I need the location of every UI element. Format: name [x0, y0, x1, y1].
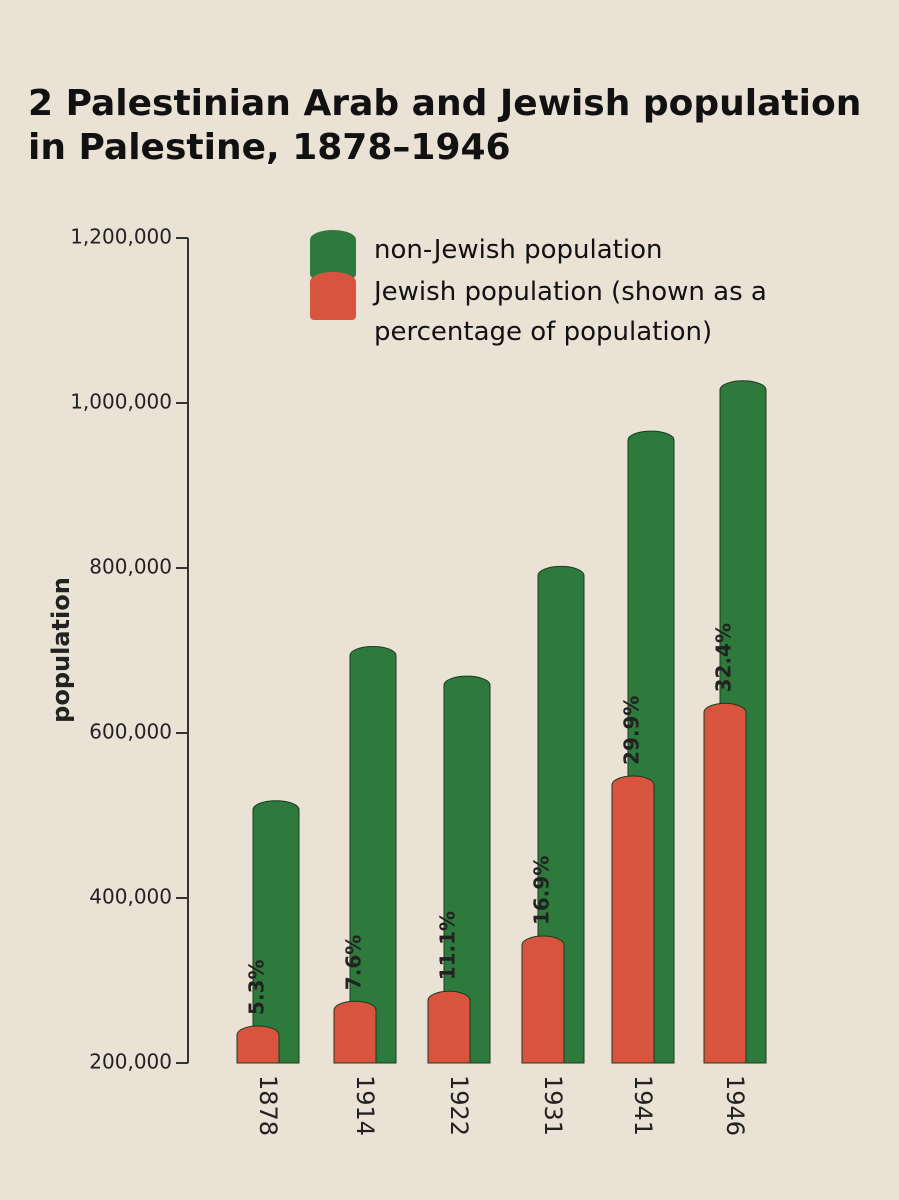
- chart-title: 2 Palestinian Arab and Jewish population…: [28, 83, 862, 168]
- y-tick-label: 800,000: [89, 555, 172, 579]
- legend-swatch: [310, 272, 356, 320]
- y-tick-label: 1,200,000: [70, 225, 172, 249]
- data-label: 16.9%: [530, 856, 554, 925]
- legend-entry: Jewish population (shown as a percentage…: [310, 272, 770, 352]
- bar: [611, 775, 655, 1064]
- legend-swatch: [310, 230, 356, 278]
- y-tick-label: 200,000: [89, 1050, 172, 1074]
- x-tick-label: 1941: [629, 1075, 657, 1136]
- y-tick-label: 600,000: [89, 720, 172, 744]
- legend-label: non-Jewish population: [374, 235, 663, 265]
- data-label: 5.3%: [245, 959, 269, 1014]
- data-label: 11.1%: [436, 911, 460, 980]
- x-tick-label: 1878: [254, 1075, 282, 1136]
- data-label: 32.4%: [712, 623, 736, 692]
- x-tick-label: 1914: [351, 1075, 379, 1136]
- bar: [236, 1025, 280, 1064]
- bar: [427, 990, 471, 1064]
- bar: [521, 935, 565, 1064]
- y-tick-label: 1,000,000: [70, 390, 172, 414]
- bar: [703, 702, 747, 1064]
- data-label: 29.9%: [620, 696, 644, 765]
- bar: [443, 675, 491, 1064]
- legend-label: Jewish population (shown as a percentage…: [374, 277, 767, 347]
- y-tick-label: 400,000: [89, 885, 172, 909]
- x-tick-label: 1922: [445, 1075, 473, 1136]
- legend-entry: non-Jewish population: [310, 230, 663, 278]
- y-axis-label: population: [47, 577, 75, 723]
- bar: [252, 800, 300, 1064]
- x-tick-label: 1931: [539, 1075, 567, 1136]
- data-label: 7.6%: [342, 935, 366, 990]
- x-tick-label: 1946: [721, 1075, 749, 1136]
- bar: [333, 1000, 377, 1064]
- bar: [349, 645, 397, 1064]
